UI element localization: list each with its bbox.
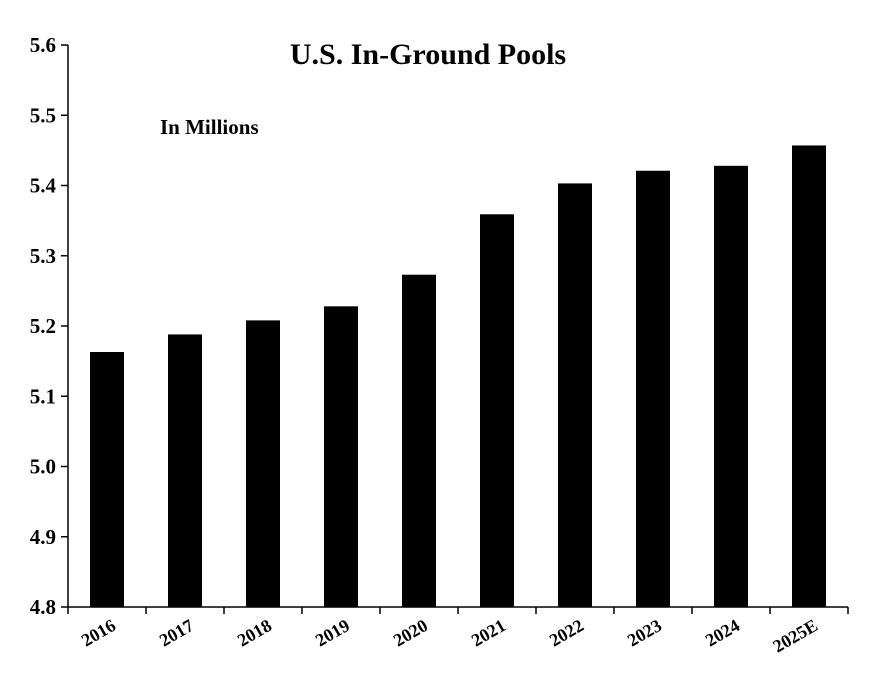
y-tick-label: 4.8	[30, 595, 56, 619]
x-tick-label: 2022	[546, 615, 587, 650]
bar-2022	[558, 183, 592, 607]
y-tick-label: 5.3	[30, 244, 56, 268]
x-tick-label: 2023	[624, 615, 665, 650]
bar-2021	[480, 214, 514, 608]
bar-2025e	[792, 145, 826, 607]
x-axis: 2016 2017 2018 2019 2020 2021 2022 2023 2024 2025…	[67, 606, 849, 656]
bar-2016	[90, 351, 124, 607]
y-tick-label: 5.2	[30, 314, 56, 338]
bar-2019	[324, 306, 358, 607]
bar-2023	[636, 170, 670, 607]
bar-2024	[714, 165, 748, 607]
y-tick-label: 5.0	[30, 455, 56, 479]
x-tick-label: 2017	[156, 615, 197, 650]
y-tick-label: 5.6	[30, 33, 56, 57]
bar-2020	[402, 274, 436, 607]
bar-2018	[246, 320, 280, 607]
chart-title: U.S. In-Ground Pools	[290, 38, 566, 71]
bars	[90, 145, 826, 608]
y-tick-label: 4.9	[30, 525, 56, 549]
x-tick-label: 2024	[702, 615, 743, 650]
y-axis: 4.8 4.9 5.0 5.1 5.2 5.3 5.4 5.5 5.6	[30, 33, 69, 619]
x-tick-label: 2025E	[769, 615, 821, 656]
x-tick-label: 2020	[390, 615, 431, 650]
bar-2017	[168, 334, 202, 607]
x-tick-label: 2019	[312, 615, 353, 650]
x-tick-label: 2016	[78, 615, 119, 650]
x-tick-label: 2021	[468, 615, 509, 650]
y-tick-label: 5.4	[30, 174, 57, 198]
y-tick-label: 5.1	[30, 384, 56, 408]
chart-subtitle: In Millions	[160, 115, 259, 139]
x-tick-label: 2018	[234, 615, 275, 650]
y-tick-label: 5.5	[30, 103, 56, 127]
